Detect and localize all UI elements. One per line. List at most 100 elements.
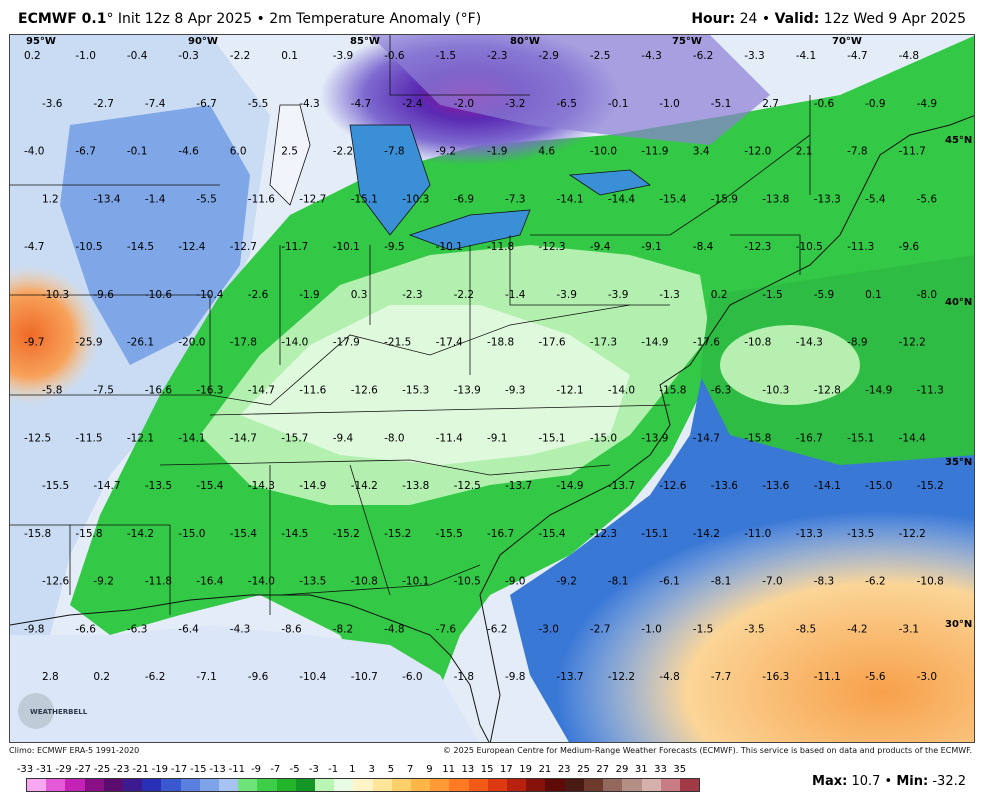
anomaly-value: -13.9 xyxy=(454,385,481,397)
separator: • xyxy=(880,774,897,789)
anomaly-value: -12.3 xyxy=(590,528,617,540)
anomaly-value: -4.2 xyxy=(847,623,868,635)
scale-label: 7 xyxy=(406,764,414,775)
anomaly-value: -3.0 xyxy=(538,623,559,635)
anomaly-value: -16.6 xyxy=(145,385,172,397)
anomaly-value: -13.7 xyxy=(505,480,532,492)
anomaly-value: -8.3 xyxy=(814,576,835,588)
anomaly-value: -14.1 xyxy=(556,193,583,205)
anomaly-value: -12.6 xyxy=(42,576,69,588)
anomaly-value: 1.2 xyxy=(42,193,59,205)
anomaly-value: -16.4 xyxy=(196,576,223,588)
anomaly-value: -7.8 xyxy=(847,146,868,158)
anomaly-value: -3.9 xyxy=(333,50,354,62)
anomaly-value: -9.6 xyxy=(899,241,920,253)
anomaly-value: -15.1 xyxy=(847,432,874,444)
max-value: 10.7 xyxy=(847,774,881,789)
gulf-water xyxy=(10,625,479,742)
anomaly-value: -2.6 xyxy=(248,289,269,301)
anomaly-value: -14.1 xyxy=(814,480,841,492)
scale-swatch xyxy=(199,779,220,791)
anomaly-value: -3.1 xyxy=(899,623,920,635)
border-line xyxy=(279,564,481,596)
anomaly-value: -15.1 xyxy=(351,193,378,205)
scale-label: -27 xyxy=(74,764,91,775)
anomaly-value: -9.5 xyxy=(384,241,405,253)
anomaly-value: -8.0 xyxy=(917,289,938,301)
anomaly-value: -5.6 xyxy=(865,671,886,683)
anomaly-value: -4.8 xyxy=(384,623,405,635)
anomaly-value: 3.4 xyxy=(693,146,710,158)
anomaly-value: -14.3 xyxy=(796,337,823,349)
degree-mark: ° xyxy=(106,11,114,27)
anomaly-value: -9.7 xyxy=(24,337,45,349)
anomaly-value: -14.7 xyxy=(93,480,120,492)
anomaly-value: -4.7 xyxy=(351,98,372,110)
anomaly-value: -25.9 xyxy=(75,337,102,349)
lake-michigan xyxy=(269,104,311,206)
anomaly-value: -15.5 xyxy=(436,528,463,540)
anomaly-value: -10.5 xyxy=(75,241,102,253)
scale-swatch xyxy=(603,779,623,791)
anomaly-value: -5.8 xyxy=(42,385,63,397)
scale-swatch xyxy=(353,779,373,791)
anomaly-value: -17.9 xyxy=(333,337,360,349)
lon-label: 75°W xyxy=(672,36,702,47)
anomaly-value: -14.0 xyxy=(281,337,308,349)
anomaly-value: -18.8 xyxy=(487,337,514,349)
anomaly-value: -9.3 xyxy=(505,385,526,397)
anomaly-value: -5.5 xyxy=(196,193,217,205)
anomaly-value: -14.0 xyxy=(608,385,635,397)
anomaly-value: -11.3 xyxy=(847,241,874,253)
anomaly-value: -16.7 xyxy=(487,528,514,540)
anomaly-value: -11.7 xyxy=(899,146,926,158)
scale-label: -33 xyxy=(16,764,34,775)
midwest-blue-zone xyxy=(60,105,250,365)
anomaly-value: -15.4 xyxy=(659,193,686,205)
pale-core xyxy=(240,305,630,465)
anomaly-value: -6.4 xyxy=(178,623,199,635)
lat-label: 35°N xyxy=(945,457,972,468)
anomaly-value: -6.5 xyxy=(556,98,577,110)
anomaly-value: -3.9 xyxy=(556,289,577,301)
anomaly-value: -4.8 xyxy=(899,50,920,62)
lake-huron xyxy=(349,124,431,236)
border-line xyxy=(349,464,391,596)
border-line xyxy=(209,304,631,406)
anomaly-value: -0.4 xyxy=(127,50,148,62)
scale-label: 35 xyxy=(673,764,687,775)
anomaly-value: -2.9 xyxy=(538,50,559,62)
anomaly-value: -12.7 xyxy=(230,241,257,253)
scale-swatch xyxy=(641,779,661,791)
anomaly-value: -16.3 xyxy=(762,671,789,683)
min-label: Min: xyxy=(896,774,929,789)
anomaly-value: -14.0 xyxy=(248,576,275,588)
anomaly-value: -11.8 xyxy=(487,241,514,253)
anomaly-value: -26.1 xyxy=(127,337,154,349)
anomaly-value: -14.4 xyxy=(899,432,926,444)
scale-swatch xyxy=(545,779,565,791)
anomaly-value: -14.9 xyxy=(865,385,892,397)
anomaly-value: -6.2 xyxy=(487,623,508,635)
border-line xyxy=(209,404,671,416)
anomaly-value: -15.8 xyxy=(744,432,771,444)
anomaly-value: -0.1 xyxy=(608,98,629,110)
anomaly-value: -11.8 xyxy=(145,576,172,588)
anomaly-value: -1.5 xyxy=(436,50,457,62)
scale-swatch xyxy=(276,779,296,791)
scale-label: 31 xyxy=(634,764,648,775)
valid-label: Valid: xyxy=(774,11,820,27)
anomaly-value: 0.1 xyxy=(865,289,882,301)
anomaly-value: -5.4 xyxy=(865,193,886,205)
scale-label: -19 xyxy=(151,764,168,775)
scale-swatch xyxy=(84,779,104,791)
anomaly-value: -1.0 xyxy=(75,50,96,62)
anomaly-value: -2.3 xyxy=(402,289,423,301)
scale-swatch xyxy=(27,779,47,791)
anomaly-value: -9.2 xyxy=(93,576,114,588)
anomaly-value: -2.2 xyxy=(333,146,354,158)
anomaly-value: -11.4 xyxy=(436,432,463,444)
anomaly-value: -13.5 xyxy=(299,576,326,588)
scale-swatch xyxy=(583,779,604,791)
anomaly-labels: 0.2 -1.0 -0.4 -0.3 -2.2 0.1 -3.9 -0.6 -1.5 -2.3 -2… xyxy=(24,50,944,683)
